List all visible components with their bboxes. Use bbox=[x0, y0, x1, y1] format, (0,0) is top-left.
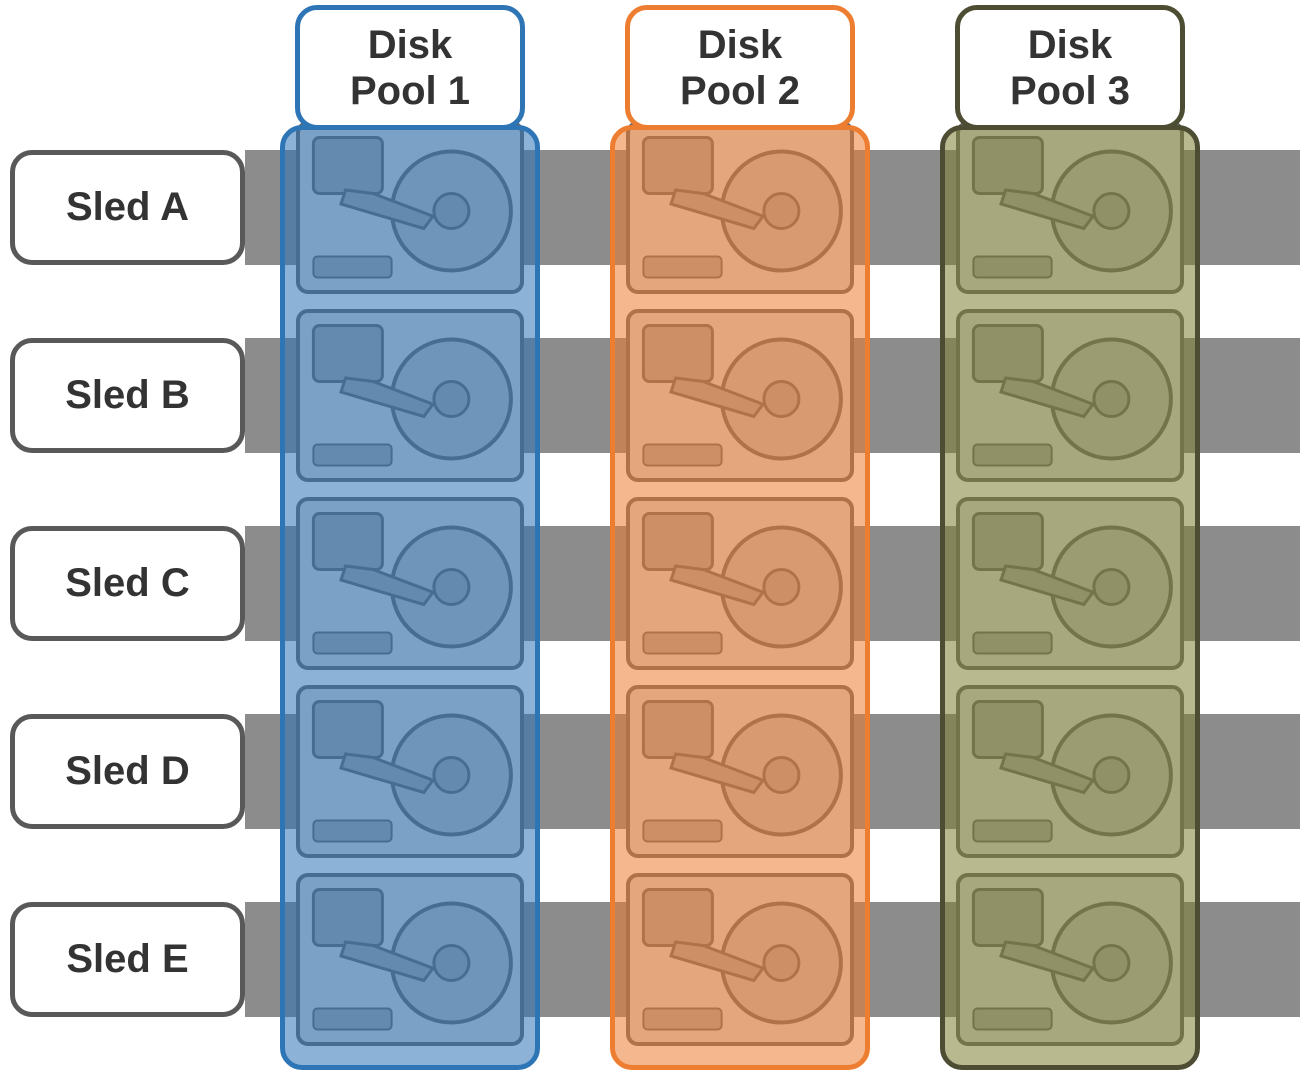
pool-label-line2: Pool 1 bbox=[350, 68, 470, 114]
diagram-canvas: Sled A Sled B Sled C Sled D Sled E bbox=[0, 0, 1310, 1086]
sled-label-d: Sled D bbox=[10, 714, 245, 829]
pool-label-line2: Pool 3 bbox=[1010, 68, 1130, 114]
pool-label-line1: Disk bbox=[350, 22, 470, 68]
pool-label-line1: Disk bbox=[1010, 22, 1130, 68]
pool-label-line2: Pool 2 bbox=[680, 68, 800, 114]
pool-label-2: DiskPool 2 bbox=[625, 5, 855, 130]
pool-overlay-3 bbox=[940, 125, 1200, 1070]
pool-label-3: DiskPool 3 bbox=[955, 5, 1185, 130]
pool-label-line1: Disk bbox=[680, 22, 800, 68]
pool-overlay-2 bbox=[610, 125, 870, 1070]
pool-label-1: DiskPool 1 bbox=[295, 5, 525, 130]
sled-label-c: Sled C bbox=[10, 526, 245, 641]
pool-overlay-1 bbox=[280, 125, 540, 1070]
sled-label-a: Sled A bbox=[10, 150, 245, 265]
sled-label-e: Sled E bbox=[10, 902, 245, 1017]
sled-label-b: Sled B bbox=[10, 338, 245, 453]
